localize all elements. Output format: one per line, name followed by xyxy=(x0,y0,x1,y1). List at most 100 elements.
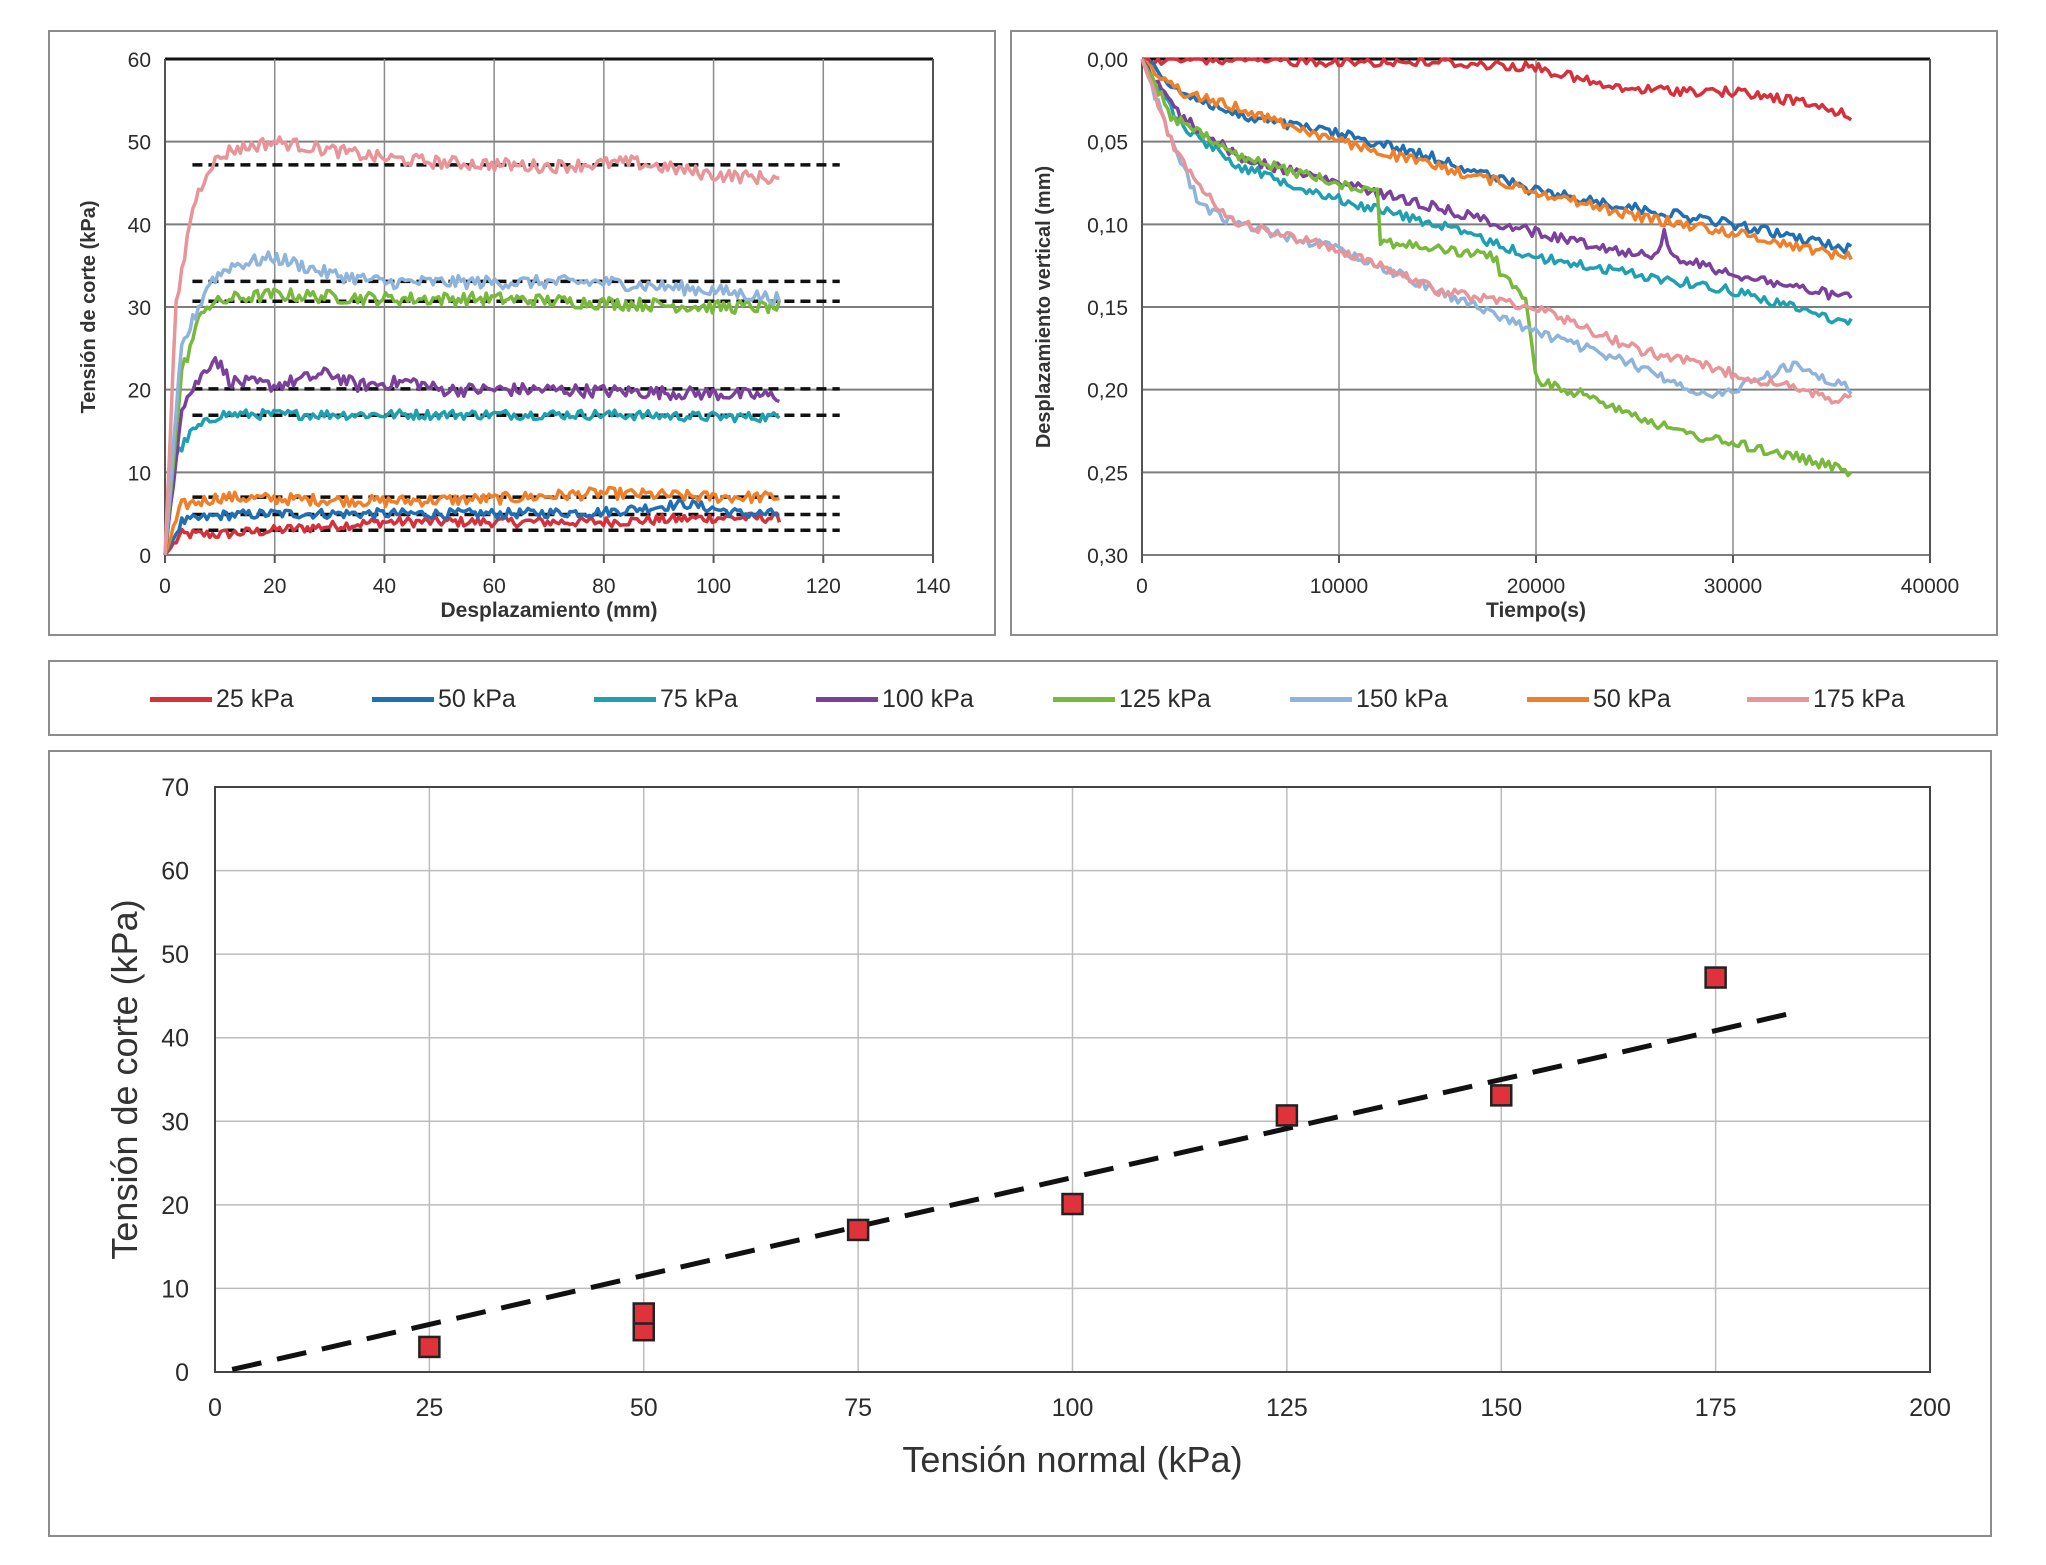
x-tick-label: 10000 xyxy=(1310,575,1368,598)
x-tick-label: 30000 xyxy=(1704,575,1762,598)
x-tick-label: 125 xyxy=(1266,1394,1308,1422)
legend: 25 kPa 50 kPa 75 kPa 100 kPa 125 kPa 150… xyxy=(48,660,1998,736)
legend-item: 150 kPa xyxy=(1290,684,1448,714)
y-tick-label: 40 xyxy=(161,1025,189,1053)
legend-item: 125 kPa xyxy=(1053,684,1211,714)
x-tick-label: 200 xyxy=(1909,1394,1951,1422)
x-tick-label: 120 xyxy=(806,575,841,598)
y-axis-label: Tensión de corte (kPa) xyxy=(78,200,100,413)
y-tick-label: 60 xyxy=(128,49,151,72)
legend-swatch xyxy=(1747,696,1809,702)
x-tick-label: 140 xyxy=(915,575,950,598)
series-line-25-kpa xyxy=(1141,57,1853,122)
y-tick-label: 0,30 xyxy=(1087,545,1128,568)
y-tick-label: 60 xyxy=(161,858,189,886)
y-tick-label: 0,05 xyxy=(1087,132,1128,155)
x-axis-label: Tiempo(s) xyxy=(1486,599,1586,622)
y-tick-label: 0,15 xyxy=(1087,297,1128,320)
x-tick-label: 175 xyxy=(1695,1394,1737,1422)
series-line-75-kpa xyxy=(163,408,781,556)
legend-item: 25 kPa xyxy=(150,684,294,714)
x-tick-label: 20 xyxy=(263,575,286,598)
legend-swatch xyxy=(372,696,434,702)
data-point-marker xyxy=(1275,1104,1299,1127)
x-tick-label: 80 xyxy=(592,575,615,598)
legend-item: 50 kPa xyxy=(1527,684,1671,714)
y-tick-label: 0 xyxy=(175,1359,189,1387)
x-tick-label: 100 xyxy=(1052,1394,1094,1422)
data-point-marker xyxy=(1061,1192,1084,1216)
chart-vertical-displacement-vs-time: 0,00 0,05 0,10 0,15 0,20 0,25 0,30 0 10000 20000 3… xyxy=(1033,49,1959,622)
series-line-50-kpa xyxy=(1140,57,1853,255)
data-point-marker xyxy=(418,1335,441,1359)
chart-failure-envelope: 0 10 20 30 40 50 60 70 0 25 50 75 100 125 150 175 200 Ten… xyxy=(104,774,1951,1480)
series-line-100-kpa xyxy=(163,356,780,556)
legend-item: 50 kPa xyxy=(372,684,516,714)
y-tick-label: 30 xyxy=(128,297,151,320)
x-tick-label: 60 xyxy=(482,575,505,598)
y-tick-label: 30 xyxy=(161,1108,189,1136)
plot-frame xyxy=(214,786,1931,1373)
y-tick-label: 0,10 xyxy=(1087,214,1128,237)
y-tick-label: 10 xyxy=(128,462,151,485)
series-line-150-kpa xyxy=(163,250,782,556)
legend-label: 175 kPa xyxy=(1813,684,1905,713)
y-tick-label: 70 xyxy=(161,774,189,802)
series-line-125-kpa xyxy=(163,287,782,556)
y-tick-label: 0,20 xyxy=(1087,380,1128,403)
data-point-marker xyxy=(632,1302,655,1325)
y-tick-label: 0,25 xyxy=(1087,462,1128,485)
y-tick-label: 10 xyxy=(161,1275,189,1303)
legend-label: 50 kPa xyxy=(1593,684,1671,713)
x-tick-label: 20000 xyxy=(1507,575,1565,598)
legend-swatch xyxy=(150,696,212,702)
chart-vertical-displacement-vs-time-panel: 0,00 0,05 0,10 0,15 0,20 0,25 0,30 0 10000 20000 3… xyxy=(1010,30,1998,636)
legend-label: 150 kPa xyxy=(1356,684,1448,713)
series-line-50-kpa xyxy=(1140,57,1853,261)
legend-label: 75 kPa xyxy=(660,684,738,713)
data-point-marker xyxy=(846,1218,870,1242)
x-tick-label: 100 xyxy=(696,575,731,598)
series-line-25-kpa xyxy=(163,511,782,557)
series-line-50-kpa xyxy=(163,485,780,556)
x-tick-label: 50 xyxy=(630,1394,658,1422)
x-tick-label: 0 xyxy=(1136,575,1148,598)
legend-label: 125 kPa xyxy=(1119,684,1211,713)
legend-label: 100 kPa xyxy=(882,684,974,713)
y-axis-label: Tensión de corte (kPa) xyxy=(104,899,145,1259)
y-tick-label: 20 xyxy=(161,1192,189,1220)
chart-failure-envelope-panel: 0 10 20 30 40 50 60 70 0 25 50 75 100 125 150 175 200 Ten… xyxy=(48,750,1992,1537)
y-tick-label: 40 xyxy=(128,214,151,237)
x-tick-label: 0 xyxy=(159,575,171,598)
x-tick-label: 40000 xyxy=(1901,575,1959,598)
series-line-175-kpa xyxy=(163,135,780,556)
data-point-marker xyxy=(1490,1084,1513,1107)
y-tick-label: 20 xyxy=(128,380,151,403)
legend-swatch xyxy=(1290,696,1352,702)
legend-swatch xyxy=(1053,696,1115,702)
legend-swatch xyxy=(594,696,656,702)
x-tick-label: 75 xyxy=(844,1394,872,1422)
x-tick-label: 150 xyxy=(1480,1394,1522,1422)
y-axis-label: Desplazamiento vertical (mm) xyxy=(1033,166,1055,448)
y-tick-label: 0,00 xyxy=(1087,49,1128,72)
y-tick-label: 50 xyxy=(161,941,189,969)
series-line-175-kpa xyxy=(1140,58,1853,405)
x-tick-label: 0 xyxy=(208,1394,222,1422)
data-point-marker xyxy=(1704,966,1727,989)
legend-label: 50 kPa xyxy=(438,684,516,713)
legend-item: 75 kPa xyxy=(594,684,738,714)
legend-item: 175 kPa xyxy=(1747,684,1905,714)
x-axis-label: Tensión normal (kPa) xyxy=(902,1439,1242,1480)
trendline xyxy=(231,1008,1802,1372)
legend-swatch xyxy=(1527,696,1589,702)
y-tick-label: 0 xyxy=(139,545,151,568)
x-axis-label: Desplazamiento (mm) xyxy=(440,599,657,622)
chart-shear-vs-displacement: 0 10 20 30 40 50 60 0 20 40 60 80 100 120 140 Desplazam… xyxy=(78,49,951,622)
series-line-100-kpa xyxy=(1140,58,1853,301)
x-tick-label: 25 xyxy=(415,1394,443,1422)
series-line-75-kpa xyxy=(1140,58,1853,326)
series-line-125-kpa xyxy=(1140,58,1853,478)
legend-swatch xyxy=(816,696,878,702)
legend-label: 25 kPa xyxy=(216,684,294,713)
